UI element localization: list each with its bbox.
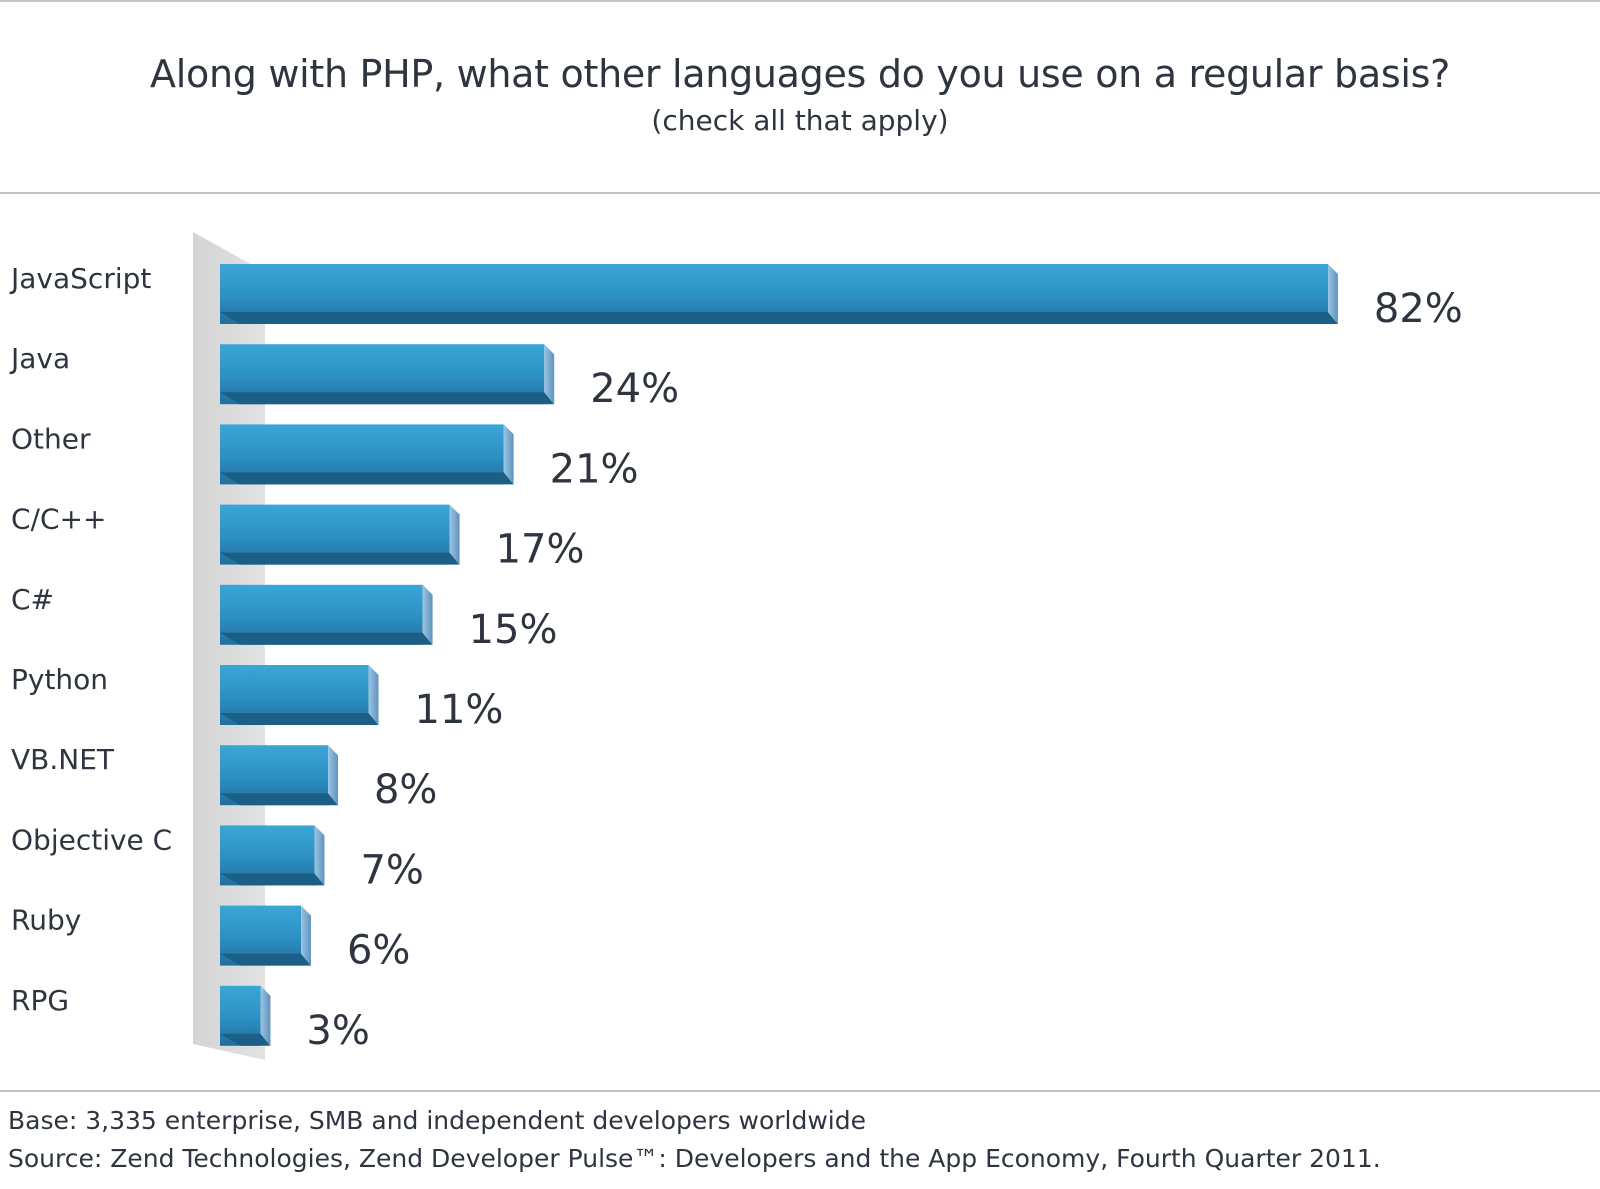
value-label: 6% — [347, 928, 410, 974]
bar-end-cap — [503, 424, 514, 485]
bar-base-edge — [220, 472, 514, 485]
category-label-rpg: RPG — [11, 984, 69, 1017]
bar-base-edge — [220, 713, 379, 725]
value-label: 11% — [415, 687, 504, 733]
bar-end-cap — [260, 985, 271, 1046]
bar-base-edge — [220, 312, 1338, 324]
bar-base-edge — [220, 953, 311, 966]
category-label-c-: C# — [11, 583, 54, 616]
value-label: 7% — [360, 847, 423, 893]
category-label-ruby: Ruby — [11, 904, 81, 937]
bar-base-edge — [220, 793, 338, 806]
category-label-c-c-: C/C++ — [11, 503, 106, 536]
category-label-objective-c: Objective C — [11, 823, 172, 856]
bar-base-edge — [220, 632, 433, 645]
bar-end-cap — [314, 825, 325, 886]
footer-source-note: Source: Zend Technologies, Zend Develope… — [8, 1144, 1381, 1173]
category-label-vb-net: VB.NET — [11, 743, 115, 776]
bar-base-edge — [220, 873, 325, 886]
bar-end-cap — [544, 344, 555, 405]
bar-base-edge — [220, 1033, 271, 1046]
value-label: 24% — [590, 366, 679, 412]
footer-divider — [0, 1090, 1600, 1092]
value-label: 17% — [496, 527, 585, 573]
category-label-java: Java — [9, 342, 70, 375]
category-label-python: Python — [11, 663, 108, 696]
bar-end-cap — [1328, 264, 1338, 324]
bar-end-cap — [328, 745, 338, 806]
bar-end-cap — [449, 504, 460, 565]
bar-end-cap — [368, 665, 379, 725]
chart-title: Along with PHP, what other languages do … — [150, 52, 1450, 96]
chart-subtitle: (check all that apply) — [651, 104, 949, 137]
value-label: 8% — [374, 767, 437, 813]
category-label-other: Other — [11, 422, 91, 455]
value-label: 15% — [469, 607, 558, 653]
value-label: 3% — [306, 1008, 369, 1054]
footer-base-note: Base: 3,335 enterprise, SMB and independ… — [8, 1106, 866, 1135]
bar-chart: JavaScript 82% Java 24% Other 21% C/C++ 17% C# 15… — [9, 232, 1463, 1060]
header-divider — [0, 192, 1600, 194]
bar-base-edge — [220, 552, 460, 565]
bar-end-cap — [422, 584, 433, 645]
bar-base-edge — [220, 392, 555, 405]
value-label: 82% — [1374, 286, 1463, 332]
value-label: 21% — [550, 446, 639, 492]
bar-end-cap — [301, 905, 311, 966]
category-label-javascript: JavaScript — [9, 262, 151, 295]
top-divider — [0, 0, 1600, 2]
